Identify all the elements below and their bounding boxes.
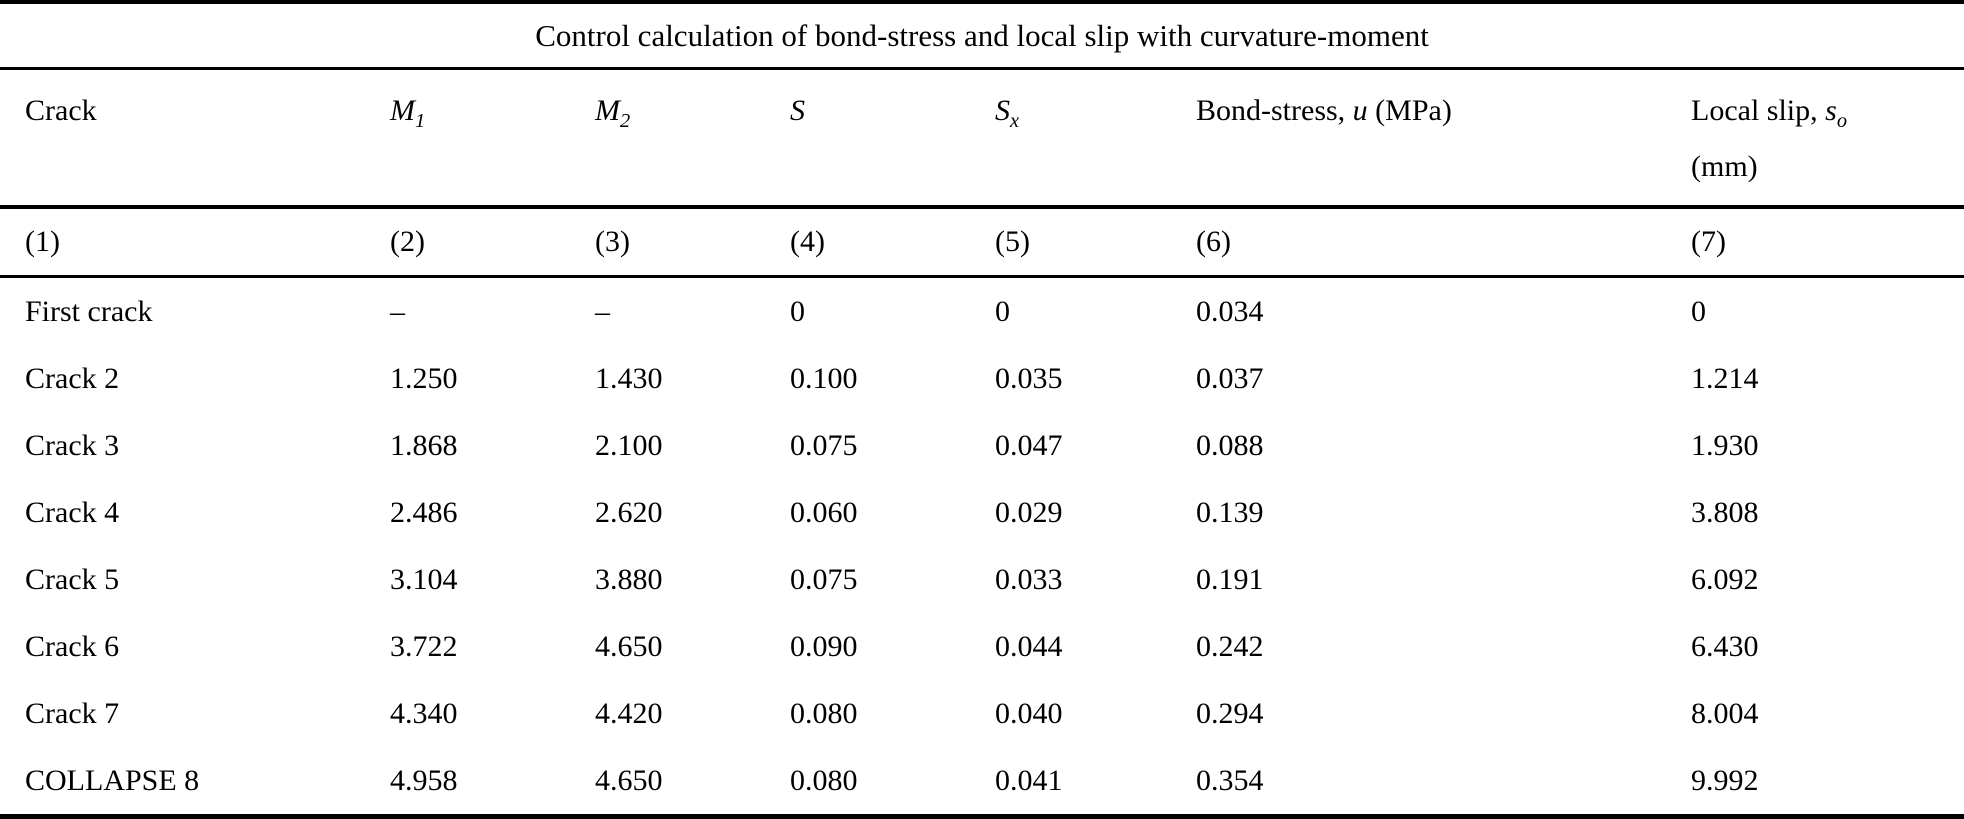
cell-m2: – — [595, 294, 610, 328]
cell-sx: 0 — [995, 294, 1010, 328]
cell-s: 0 — [790, 294, 805, 328]
cell-so: 8.004 — [1691, 696, 1759, 730]
cell-crack: Crack 3 — [25, 428, 120, 462]
cell-u: 0.034 — [1196, 294, 1264, 328]
var-s: S — [790, 94, 805, 127]
var-m2: M — [595, 94, 620, 127]
var-m2-sub: 2 — [620, 110, 631, 132]
cell-crack: Crack 6 — [25, 629, 120, 663]
cell-u: 0.354 — [1196, 763, 1264, 797]
cell-so: 0 — [1691, 294, 1706, 328]
cell-m1: 3.104 — [390, 562, 458, 596]
cell-s: 0.075 — [790, 562, 858, 596]
cell-crack: First crack — [25, 294, 153, 328]
cell-s: 0.100 — [790, 361, 858, 395]
cell-m1: 4.340 — [390, 696, 458, 730]
table-row: COLLAPSE 8 4.958 4.650 0.080 0.041 0.354 9.992 — [0, 747, 1964, 817]
col-num-4: (4) — [790, 207, 995, 278]
cell-crack: Crack 5 — [25, 562, 120, 596]
cell-sx: 0.041 — [995, 763, 1063, 797]
table-title: Control calculation of bond-stress and l… — [0, 2, 1964, 70]
col-num-6: (6) — [1196, 207, 1691, 278]
cell-crack: Crack 7 — [25, 696, 120, 730]
cell-sx: 0.029 — [995, 495, 1063, 529]
cell-sx: 0.033 — [995, 562, 1063, 596]
cell-crack: COLLAPSE 8 — [25, 763, 200, 797]
cell-m1: 1.868 — [390, 428, 458, 462]
col-header-crack-label: Crack — [25, 94, 97, 127]
var-so-sub: o — [1836, 110, 1848, 132]
cell-m1: 1.250 — [390, 361, 458, 395]
cell-s: 0.060 — [790, 495, 858, 529]
table-row: Crack 3 1.868 2.100 0.075 0.047 0.088 1.930 — [0, 412, 1964, 479]
cell-u: 0.037 — [1196, 361, 1264, 395]
column-number-row: (1) (2) (3) (4) (5) (6) (7) — [0, 207, 1964, 278]
cell-u: 0.242 — [1196, 629, 1264, 663]
bond-stress-suffix: (MPa) — [1367, 94, 1452, 127]
col-num-1: (1) — [0, 207, 390, 278]
var-u: u — [1352, 94, 1368, 127]
col-header-crack: Crack — [0, 68, 390, 209]
cell-so: 9.992 — [1691, 763, 1759, 797]
cell-s: 0.090 — [790, 629, 858, 663]
cell-s: 0.080 — [790, 696, 858, 730]
cell-m2: 2.100 — [595, 428, 663, 462]
var-so: s — [1825, 94, 1837, 127]
table-body: First crack – – 0 0 0.034 0 Crack 2 1.250 1.430 0.… — [0, 277, 1964, 817]
table-row: Crack 5 3.104 3.880 0.075 0.033 0.191 6.092 — [0, 546, 1964, 613]
table-row: First crack – – 0 0 0.034 0 — [0, 277, 1964, 346]
cell-so: 3.808 — [1691, 495, 1759, 529]
col-header-local-slip: Local slip, so (mm) — [1691, 68, 1964, 209]
cell-m2: 4.650 — [595, 763, 663, 797]
cell-m2: 4.650 — [595, 629, 663, 663]
cell-m2: 4.420 — [595, 696, 663, 730]
cell-sx: 0.040 — [995, 696, 1063, 730]
col-header-m2: M2 — [595, 68, 790, 209]
table-header-row: Crack M1 M2 S Sx Bond-stress, u (MPa) Lo… — [0, 68, 1964, 209]
cell-so: 1.214 — [1691, 361, 1759, 395]
bond-stress-prefix: Bond-stress, — [1196, 94, 1353, 127]
cell-m1: 3.722 — [390, 629, 458, 663]
cell-m2: 2.620 — [595, 495, 663, 529]
cell-m1: – — [390, 294, 405, 328]
cell-sx: 0.035 — [995, 361, 1063, 395]
cell-m1: 4.958 — [390, 763, 458, 797]
cell-sx: 0.047 — [995, 428, 1063, 462]
col-num-2: (2) — [390, 207, 595, 278]
table-row: Crack 7 4.340 4.420 0.080 0.040 0.294 8.004 — [0, 680, 1964, 747]
cell-u: 0.191 — [1196, 562, 1264, 596]
col-header-m1: M1 — [390, 68, 595, 209]
var-m1: M — [390, 94, 415, 127]
cell-m2: 3.880 — [595, 562, 663, 596]
cell-u: 0.294 — [1196, 696, 1264, 730]
table-row: Crack 4 2.486 2.620 0.060 0.029 0.139 3.808 — [0, 479, 1964, 546]
var-sx-sub: x — [1010, 110, 1020, 132]
cell-u: 0.088 — [1196, 428, 1264, 462]
cell-m2: 1.430 — [595, 361, 663, 395]
table-row: Crack 6 3.722 4.650 0.090 0.044 0.242 6.430 — [0, 613, 1964, 680]
local-slip-prefix: Local slip, — [1691, 94, 1826, 127]
cell-crack: Crack 4 — [25, 495, 120, 529]
cell-so: 6.430 — [1691, 629, 1759, 663]
cell-s: 0.075 — [790, 428, 858, 462]
cell-m1: 2.486 — [390, 495, 458, 529]
var-m1-sub: 1 — [415, 110, 426, 132]
cell-so: 1.930 — [1691, 428, 1759, 462]
var-sx: S — [995, 94, 1010, 127]
cell-sx: 0.044 — [995, 629, 1063, 663]
cell-so: 6.092 — [1691, 562, 1759, 596]
col-header-sx: Sx — [995, 68, 1196, 209]
table-title-row: Control calculation of bond-stress and l… — [0, 2, 1964, 70]
col-num-3: (3) — [595, 207, 790, 278]
table-row: Crack 2 1.250 1.430 0.100 0.035 0.037 1.214 — [0, 345, 1964, 412]
col-header-s: S — [790, 68, 995, 209]
cell-crack: Crack 2 — [25, 361, 120, 395]
cell-s: 0.080 — [790, 763, 858, 797]
col-num-7: (7) — [1691, 207, 1964, 278]
col-header-bond-stress: Bond-stress, u (MPa) — [1196, 68, 1691, 209]
col-num-5: (5) — [995, 207, 1196, 278]
cell-u: 0.139 — [1196, 495, 1264, 529]
local-slip-unit: (mm) — [1691, 149, 1758, 183]
